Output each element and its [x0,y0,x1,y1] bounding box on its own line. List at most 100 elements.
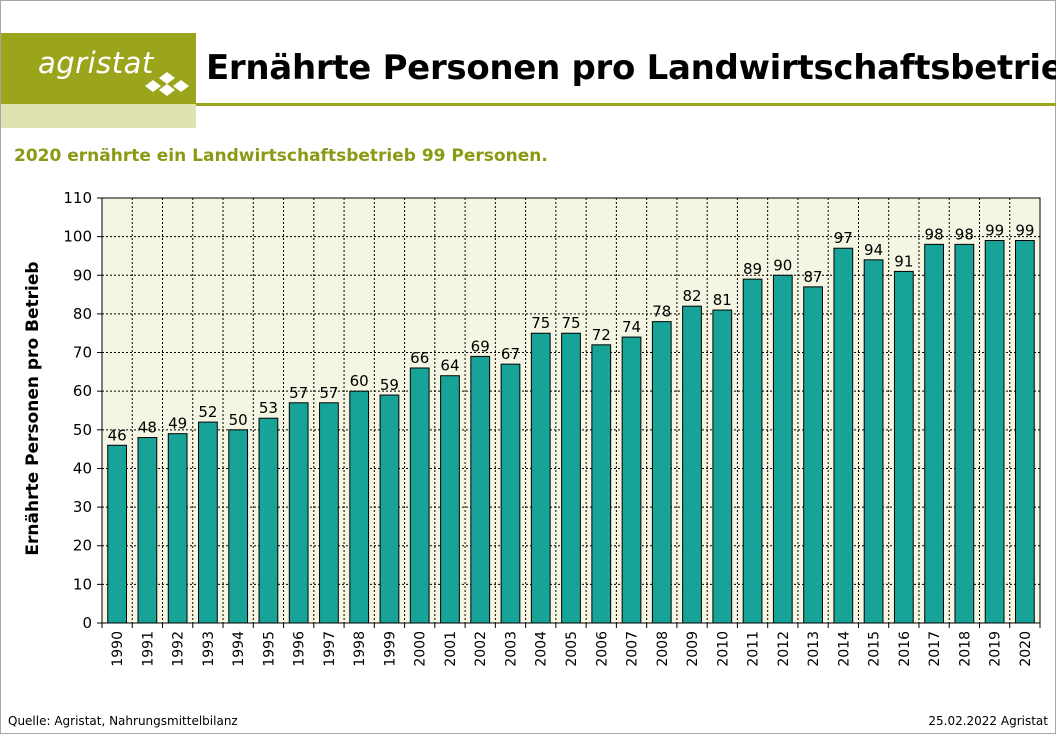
data-label-2016: 91 [894,252,913,270]
y-tick-label: 60 [73,382,92,400]
data-label-2015: 94 [864,241,883,259]
bar-2017 [924,243,944,624]
x-tick-label: 2013 [806,631,822,667]
x-tick-label: 2004 [534,631,550,667]
bar-2001 [440,375,460,624]
data-label-2012: 90 [773,256,792,274]
bar-2013 [803,286,823,624]
data-label-2009: 82 [682,287,701,305]
x-tick-label: 2010 [715,631,731,667]
data-label-2006: 72 [592,326,611,344]
x-tick-label: 2001 [443,631,459,667]
data-label-2011: 89 [743,260,762,278]
data-label-1999: 59 [380,376,399,394]
data-label-2002: 69 [471,337,490,355]
agristat-logo-icon [145,72,189,96]
y-tick-label: 90 [73,266,92,284]
data-label-2017: 98 [925,225,944,243]
y-tick-label: 20 [73,537,92,555]
data-label-2007: 74 [622,318,641,336]
y-tick-label: 0 [82,614,92,632]
plot-border [101,197,1041,624]
data-label-1998: 60 [350,372,369,390]
data-label-2020: 99 [1015,222,1034,240]
data-label-2014: 97 [834,229,853,247]
x-tick-label: 2005 [564,631,580,667]
bar-2005 [561,332,581,624]
bar-2014 [833,247,854,624]
x-tick-label: 2015 [867,631,883,667]
page-title: Ernährte Personen pro Landwirtschaftsbet… [206,48,1056,88]
x-tick-label: 1994 [231,631,247,667]
data-label-1993: 52 [198,403,217,421]
bar-2002 [470,355,491,624]
bar-1995 [258,417,279,624]
bar-2020 [1014,240,1035,624]
title-underline [196,103,1056,106]
data-label-1991: 48 [138,419,157,437]
bar-2010 [712,309,733,624]
bar-1994 [228,429,249,624]
data-label-2004: 75 [531,314,550,332]
x-tick-label: 1991 [140,631,156,667]
y-tick-label: 100 [63,228,92,246]
bar-2008 [651,321,672,624]
bar-2007 [621,336,642,624]
bar-2015 [863,259,884,624]
x-tick-label: 1999 [382,631,398,667]
y-tick-label: 50 [73,421,92,439]
bar-1993 [198,421,218,624]
x-tick-label: 1998 [352,631,368,667]
y-tick-label: 30 [73,498,92,516]
x-tick-label: 2018 [957,631,973,667]
bar-2012 [772,274,793,624]
bar-2018 [954,243,975,624]
bar-1999 [379,394,400,624]
bar-1998 [349,390,370,624]
x-tick-label: 2009 [685,631,701,667]
bar-2016 [893,270,914,624]
data-label-2000: 66 [410,349,429,367]
data-label-2010: 81 [713,291,732,309]
bar-2011 [742,278,763,624]
bar-1991 [137,437,158,624]
x-tick-label: 2006 [594,631,610,667]
x-tick-label: 2011 [746,631,762,667]
y-axis-title: Ernährte Personen pro Betrieb [23,261,43,555]
data-label-1995: 53 [259,399,278,417]
data-label-2005: 75 [561,314,580,332]
x-tick-label: 1990 [110,631,126,667]
x-tick-label: 1993 [201,631,217,667]
x-tick-label: 2008 [655,631,671,667]
bar-1992 [167,433,188,624]
x-tick-label: 2020 [1018,631,1034,667]
source-note: Quelle: Agristat, Nahrungsmittelbilanz [8,714,238,728]
bar-1990 [107,444,128,624]
x-tick-label: 2007 [625,631,641,667]
x-tick-label: 1997 [322,631,338,667]
logo-text: agristat [38,46,154,80]
data-label-1996: 57 [289,384,308,402]
logo-banner-strip [1,104,196,128]
data-label-2001: 64 [440,357,459,375]
y-tick-label: 80 [73,305,92,323]
data-label-2018: 98 [955,225,974,243]
x-tick-label: 2000 [413,631,429,667]
x-tick-label: 2017 [927,631,943,667]
date-note: 25.02.2022 Agristat [928,714,1048,728]
bar-2019 [984,240,1005,624]
x-tick-label: 1996 [292,631,308,667]
bar-2004 [530,332,551,624]
x-tick-label: 2003 [503,631,519,667]
data-label-1997: 57 [319,384,338,402]
x-tick-label: 2012 [776,631,792,667]
data-label-1992: 49 [168,415,187,433]
y-tick-label: 110 [63,189,92,207]
x-tick-label: 2016 [897,631,913,667]
bar-2009 [682,305,702,624]
data-label-2019: 99 [985,222,1004,240]
y-tick-label: 40 [73,459,92,477]
data-label-1994: 50 [229,411,248,429]
x-tick-label: 2014 [836,631,852,667]
data-label-2003: 67 [501,345,520,363]
